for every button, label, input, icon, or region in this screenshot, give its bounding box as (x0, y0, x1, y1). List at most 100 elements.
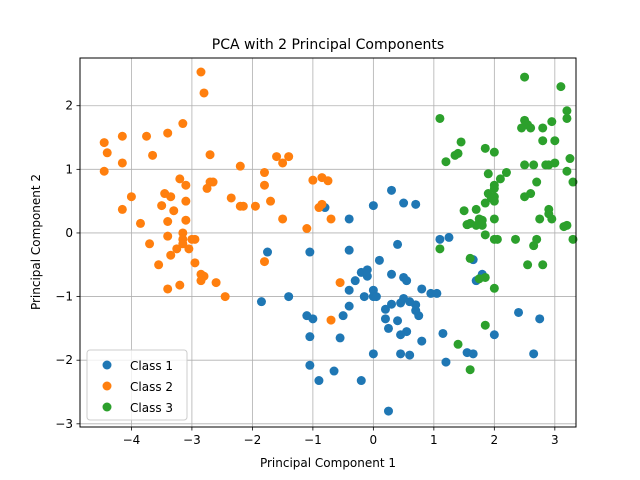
data-point-class-2 (250, 201, 260, 211)
data-point-class-1 (411, 306, 421, 316)
y-tick-label: 0 (65, 226, 73, 240)
legend-marker-class-2 (102, 381, 112, 391)
data-point-class-2 (163, 231, 173, 241)
data-point-class-3 (526, 123, 536, 133)
data-point-class-3 (450, 150, 460, 160)
data-point-class-3 (559, 222, 569, 232)
legend-box (86, 349, 188, 421)
data-point-class-3 (492, 234, 502, 244)
data-point-class-2 (163, 284, 173, 294)
y-tick-label: 2 (65, 99, 73, 113)
y-axis-ticks: −3 −2 −1 0 1 2 (55, 99, 80, 431)
data-point-class-2 (208, 177, 218, 187)
data-point-class-1 (387, 185, 397, 195)
data-point-class-1 (399, 198, 409, 208)
data-point-class-2 (259, 180, 269, 190)
data-point-class-2 (211, 278, 221, 288)
axes-frame (79, 57, 577, 428)
data-point-class-1 (305, 360, 315, 370)
data-point-class-2 (175, 280, 185, 290)
data-point-class-3 (483, 169, 493, 179)
data-point-class-3 (480, 198, 490, 208)
data-point-class-3 (529, 160, 539, 170)
data-point-class-3 (435, 244, 445, 254)
data-point-class-2 (102, 148, 112, 158)
data-point-class-1 (380, 314, 390, 324)
data-point-class-3 (489, 183, 499, 193)
data-point-class-1 (396, 298, 406, 308)
data-point-class-3 (489, 283, 499, 293)
data-point-class-3 (459, 206, 469, 216)
x-tick-label: 3 (551, 433, 559, 447)
data-point-class-2 (202, 183, 212, 193)
data-point-class-1 (359, 292, 369, 302)
data-point-class-2 (126, 192, 136, 202)
data-point-class-1 (362, 271, 372, 281)
data-point-class-2 (181, 196, 191, 206)
data-point-class-3 (568, 234, 578, 244)
data-point-class-3 (529, 241, 539, 251)
data-point-class-3 (474, 274, 484, 284)
data-point-class-1 (350, 276, 360, 286)
legend-marker-class-1 (102, 360, 112, 370)
data-point-class-1 (438, 328, 448, 338)
y-tick-label: −3 (55, 417, 73, 431)
data-point-class-2 (199, 88, 209, 98)
data-point-class-2 (157, 201, 167, 211)
y-axis-label: Principal Component 2 (29, 174, 43, 310)
data-point-class-1 (344, 245, 354, 255)
data-point-class-3 (565, 154, 575, 164)
data-point-class-1 (344, 214, 354, 224)
data-point-class-2 (117, 131, 127, 141)
data-point-class-1 (329, 366, 339, 376)
data-point-class-2 (302, 224, 312, 234)
data-point-class-3 (547, 214, 557, 224)
x-tick-label: −3 (183, 433, 201, 447)
data-point-class-2 (308, 175, 318, 185)
data-point-class-2 (226, 193, 236, 203)
data-point-class-1 (380, 304, 390, 314)
legend-marker-class-3 (102, 402, 112, 412)
data-point-class-2 (178, 239, 188, 249)
data-point-class-1 (432, 288, 442, 298)
data-point-class-1 (338, 311, 348, 321)
data-point-class-3 (435, 113, 445, 123)
x-axis-label: Principal Component 1 (260, 456, 396, 470)
data-point-class-2 (181, 215, 191, 225)
data-point-class-3 (441, 157, 451, 167)
data-point-class-3 (465, 365, 475, 375)
data-point-class-1 (314, 376, 324, 386)
x-tick-label: 0 (370, 433, 378, 447)
data-point-class-3 (489, 147, 499, 157)
legend-label-class-1: Class 1 (130, 359, 173, 373)
data-point-class-2 (259, 257, 269, 267)
data-point-class-2 (278, 214, 288, 224)
x-tick-label: −4 (123, 433, 141, 447)
data-point-class-3 (562, 113, 572, 123)
data-point-class-2 (166, 250, 176, 260)
data-point-class-3 (480, 320, 490, 330)
grid-lines (80, 58, 576, 427)
data-point-class-2 (326, 214, 336, 224)
data-point-class-1 (441, 357, 451, 367)
data-point-class-2 (196, 67, 206, 77)
data-point-class-3 (462, 220, 472, 230)
data-point-class-1 (444, 232, 454, 242)
data-point-class-3 (495, 174, 505, 184)
data-point-class-1 (393, 239, 403, 249)
data-point-class-3 (550, 158, 560, 168)
data-point-class-3 (535, 214, 545, 224)
data-point-class-3 (480, 143, 490, 153)
data-point-class-1 (535, 314, 545, 324)
data-point-class-3 (562, 106, 572, 116)
data-point-class-3 (520, 160, 530, 170)
y-tick-label: 1 (65, 162, 73, 176)
data-point-class-3 (532, 177, 542, 187)
data-point-class-2 (196, 276, 206, 286)
legend: Class 1 Class 2 Class 3 (86, 349, 188, 421)
data-point-class-2 (184, 244, 194, 254)
data-point-class-2 (117, 158, 127, 168)
data-point-class-2 (190, 258, 200, 268)
data-point-class-2 (145, 239, 155, 249)
